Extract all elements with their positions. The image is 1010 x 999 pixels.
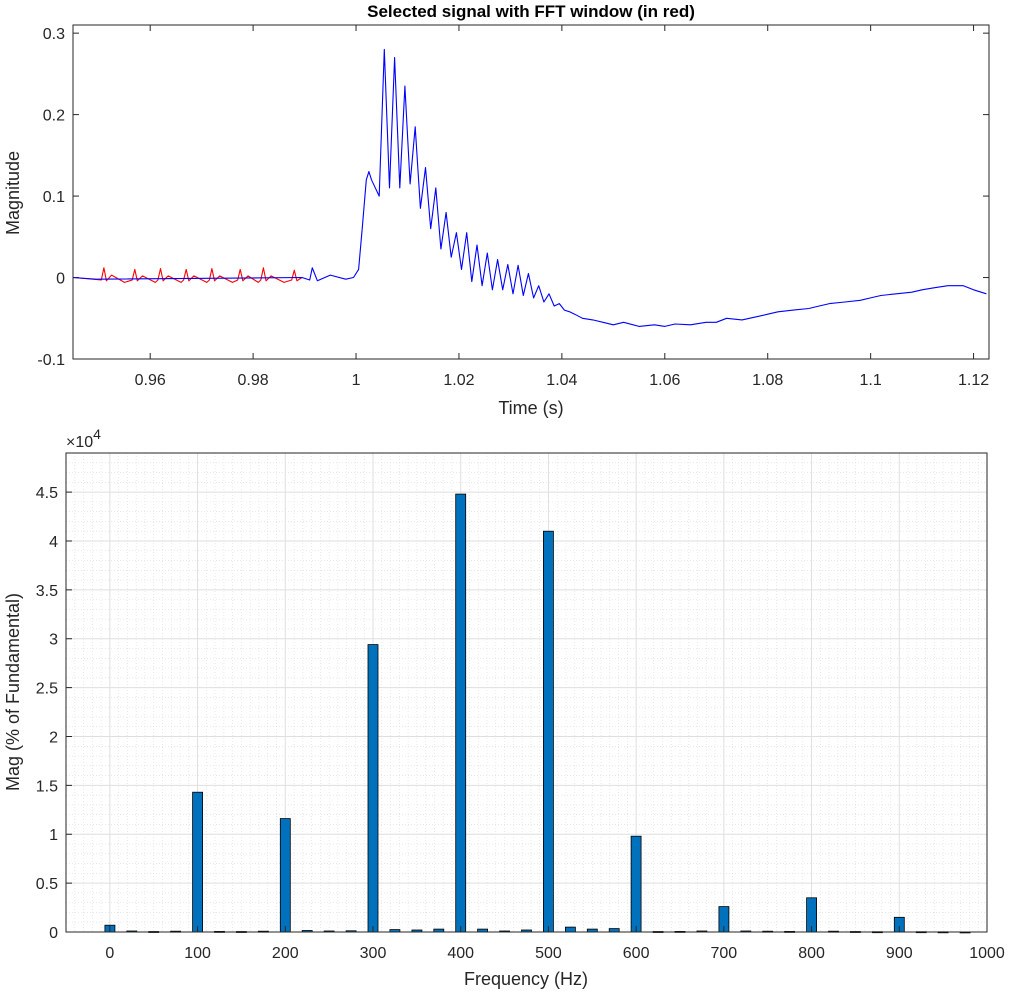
fft-plot-xlabel: Frequency (Hz) bbox=[464, 969, 588, 989]
fft-xtick-label: 200 bbox=[272, 945, 299, 962]
time-ytick-label: 0.1 bbox=[43, 189, 65, 206]
time-xtick-label: 1.04 bbox=[546, 372, 577, 389]
time-ytick-label: 0.2 bbox=[43, 108, 65, 125]
time-plot-frame bbox=[72, 24, 990, 360]
time-plot-background bbox=[73, 25, 989, 359]
time-plot-series bbox=[72, 48, 987, 327]
fft-plot-exponent-multiplier: ×104 bbox=[66, 426, 101, 451]
fft-xtick-label: 400 bbox=[447, 945, 474, 962]
time-xtick-label: 1.1 bbox=[860, 372, 882, 389]
spectrum-bar bbox=[608, 928, 620, 933]
multiplier-base: ×10 bbox=[66, 434, 93, 451]
fft-ytick-label: 4 bbox=[49, 534, 58, 551]
fft-ytick-label: 0.5 bbox=[36, 876, 58, 893]
fft-plot-frame bbox=[65, 452, 988, 933]
time-xtick-label: 0.98 bbox=[238, 372, 269, 389]
fft-ytick-label: 3 bbox=[49, 632, 58, 649]
fft-xtick-label: 700 bbox=[711, 945, 738, 962]
fft-xtick-label: 300 bbox=[360, 945, 387, 962]
spectrum-bar bbox=[565, 926, 576, 933]
spectrum-bar bbox=[630, 835, 642, 933]
fft-ytick-label: 2.5 bbox=[36, 681, 58, 698]
fft-xtick-label: 600 bbox=[623, 945, 650, 962]
fft-xtick-label: 500 bbox=[535, 945, 562, 962]
multiplier-exponent: 4 bbox=[93, 426, 101, 442]
time-xtick-label: 0.96 bbox=[135, 372, 166, 389]
fft-plot-ticks: 0 100 200 300 400 500 600 700 800 900 1000 0 0.5 1 1.5… bbox=[36, 485, 1005, 962]
time-xtick-label: 1.06 bbox=[649, 372, 680, 389]
time-ytick-label: 0.3 bbox=[43, 26, 65, 43]
time-xtick-label: 1.12 bbox=[958, 372, 989, 389]
time-xtick-label: 1.02 bbox=[443, 372, 474, 389]
fft-ytick-label: 1.5 bbox=[36, 778, 58, 795]
time-ytick-label: 0 bbox=[56, 271, 65, 288]
time-plot-ticks: 0.96 0.98 1 1.02 1.04 1.06 1.08 1.1 1.12 -0.1 0 0.1… bbox=[37, 25, 989, 389]
time-plot-xlabel: Time (s) bbox=[498, 398, 563, 418]
fft-ytick-label: 0 bbox=[49, 925, 58, 942]
fft-ytick-label: 3.5 bbox=[36, 583, 58, 600]
spectrum-bar bbox=[367, 644, 379, 933]
fft-plot-ylabel: Mag (% of Fundamental) bbox=[3, 593, 23, 791]
fft-plot-grid bbox=[65, 452, 988, 933]
fft-plot-background bbox=[66, 453, 987, 932]
fft-window-signal-line bbox=[72, 267, 303, 283]
time-ytick-label: -0.1 bbox=[37, 352, 65, 369]
spectrum-bar bbox=[279, 818, 291, 933]
time-xtick-label: 1 bbox=[352, 372, 361, 389]
spectrum-bar bbox=[455, 493, 467, 933]
fft-spectrum-plot: 0 100 200 300 400 500 600 700 800 900 1000 0 0.5 1 1.5… bbox=[3, 426, 1005, 989]
spectrum-bar bbox=[192, 791, 204, 933]
fft-xtick-label: 800 bbox=[798, 945, 825, 962]
time-xtick-label: 1.08 bbox=[752, 372, 783, 389]
fft-xtick-label: 100 bbox=[184, 945, 211, 962]
fft-xtick-label: 0 bbox=[105, 945, 114, 962]
fft-ytick-label: 1 bbox=[49, 827, 58, 844]
selected-signal-line bbox=[72, 48, 987, 327]
time-signal-plot: 0.96 0.98 1 1.02 1.04 1.06 1.08 1.1 1.12 -0.1 0 0.1… bbox=[3, 2, 990, 418]
fft-ytick-label: 4.5 bbox=[36, 485, 58, 502]
fft-xtick-label: 900 bbox=[886, 945, 913, 962]
time-plot-title: Selected signal with FFT window (in red) bbox=[367, 2, 695, 21]
time-plot-ylabel: Magnitude bbox=[3, 151, 23, 235]
fft-xtick-label: 1000 bbox=[969, 945, 1005, 962]
spectrum-bar bbox=[543, 530, 554, 933]
fft-ytick-label: 2 bbox=[49, 729, 58, 746]
